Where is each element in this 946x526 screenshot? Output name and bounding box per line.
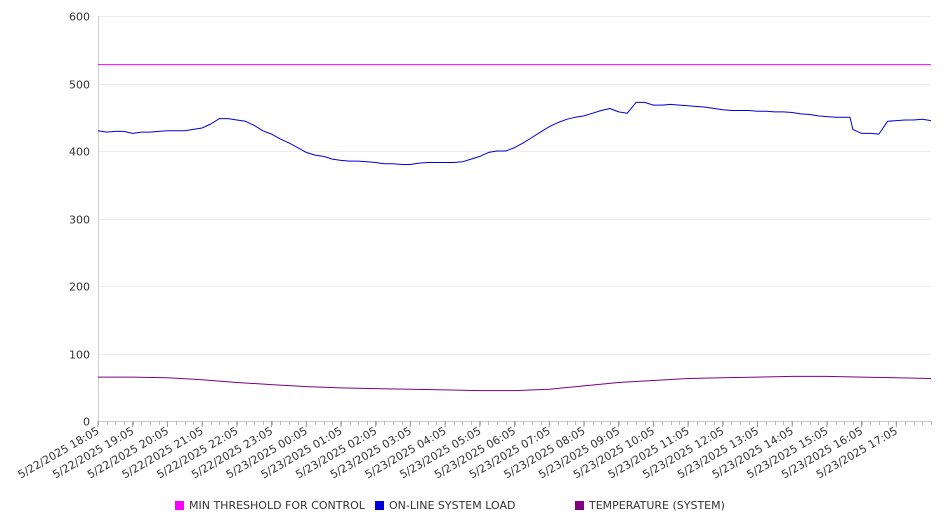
series-line-temperature xyxy=(98,375,932,392)
legend-label-min-threshold: MIN THRESHOLD FOR CONTROL xyxy=(189,498,365,512)
y-tick-label: 500 xyxy=(69,79,90,92)
series-lines xyxy=(97,64,932,392)
legend-swatch-min-threshold xyxy=(175,500,184,510)
legend-item-system-load[interactable]: ON-LINE SYSTEM LOAD xyxy=(375,498,515,512)
legend-swatch-temperature xyxy=(575,500,584,510)
y-tick-label: 0 xyxy=(83,416,90,429)
x-axis: 5/22/2025 18:055/22/2025 19:055/22/2025 … xyxy=(16,421,932,481)
legend-item-min-threshold[interactable]: MIN THRESHOLD FOR CONTROL xyxy=(175,498,365,512)
y-tick-label: 300 xyxy=(69,214,90,227)
series-line-system-load xyxy=(97,101,932,165)
y-tick-label: 600 xyxy=(69,11,90,24)
legend-label-system-load: ON-LINE SYSTEM LOAD xyxy=(389,498,516,512)
gridlines xyxy=(98,16,931,422)
y-tick-label: 400 xyxy=(69,146,90,159)
legend-swatch-system-load xyxy=(375,500,384,510)
y-tick-label: 200 xyxy=(69,281,90,294)
legend-label-temperature: TEMPERATURE (SYSTEM) xyxy=(589,498,725,512)
y-axis: 0 100 200 300 400 500 600 xyxy=(69,11,99,429)
y-tick-label: 100 xyxy=(69,349,90,362)
legend-item-temperature[interactable]: TEMPERATURE (SYSTEM) xyxy=(575,498,725,512)
